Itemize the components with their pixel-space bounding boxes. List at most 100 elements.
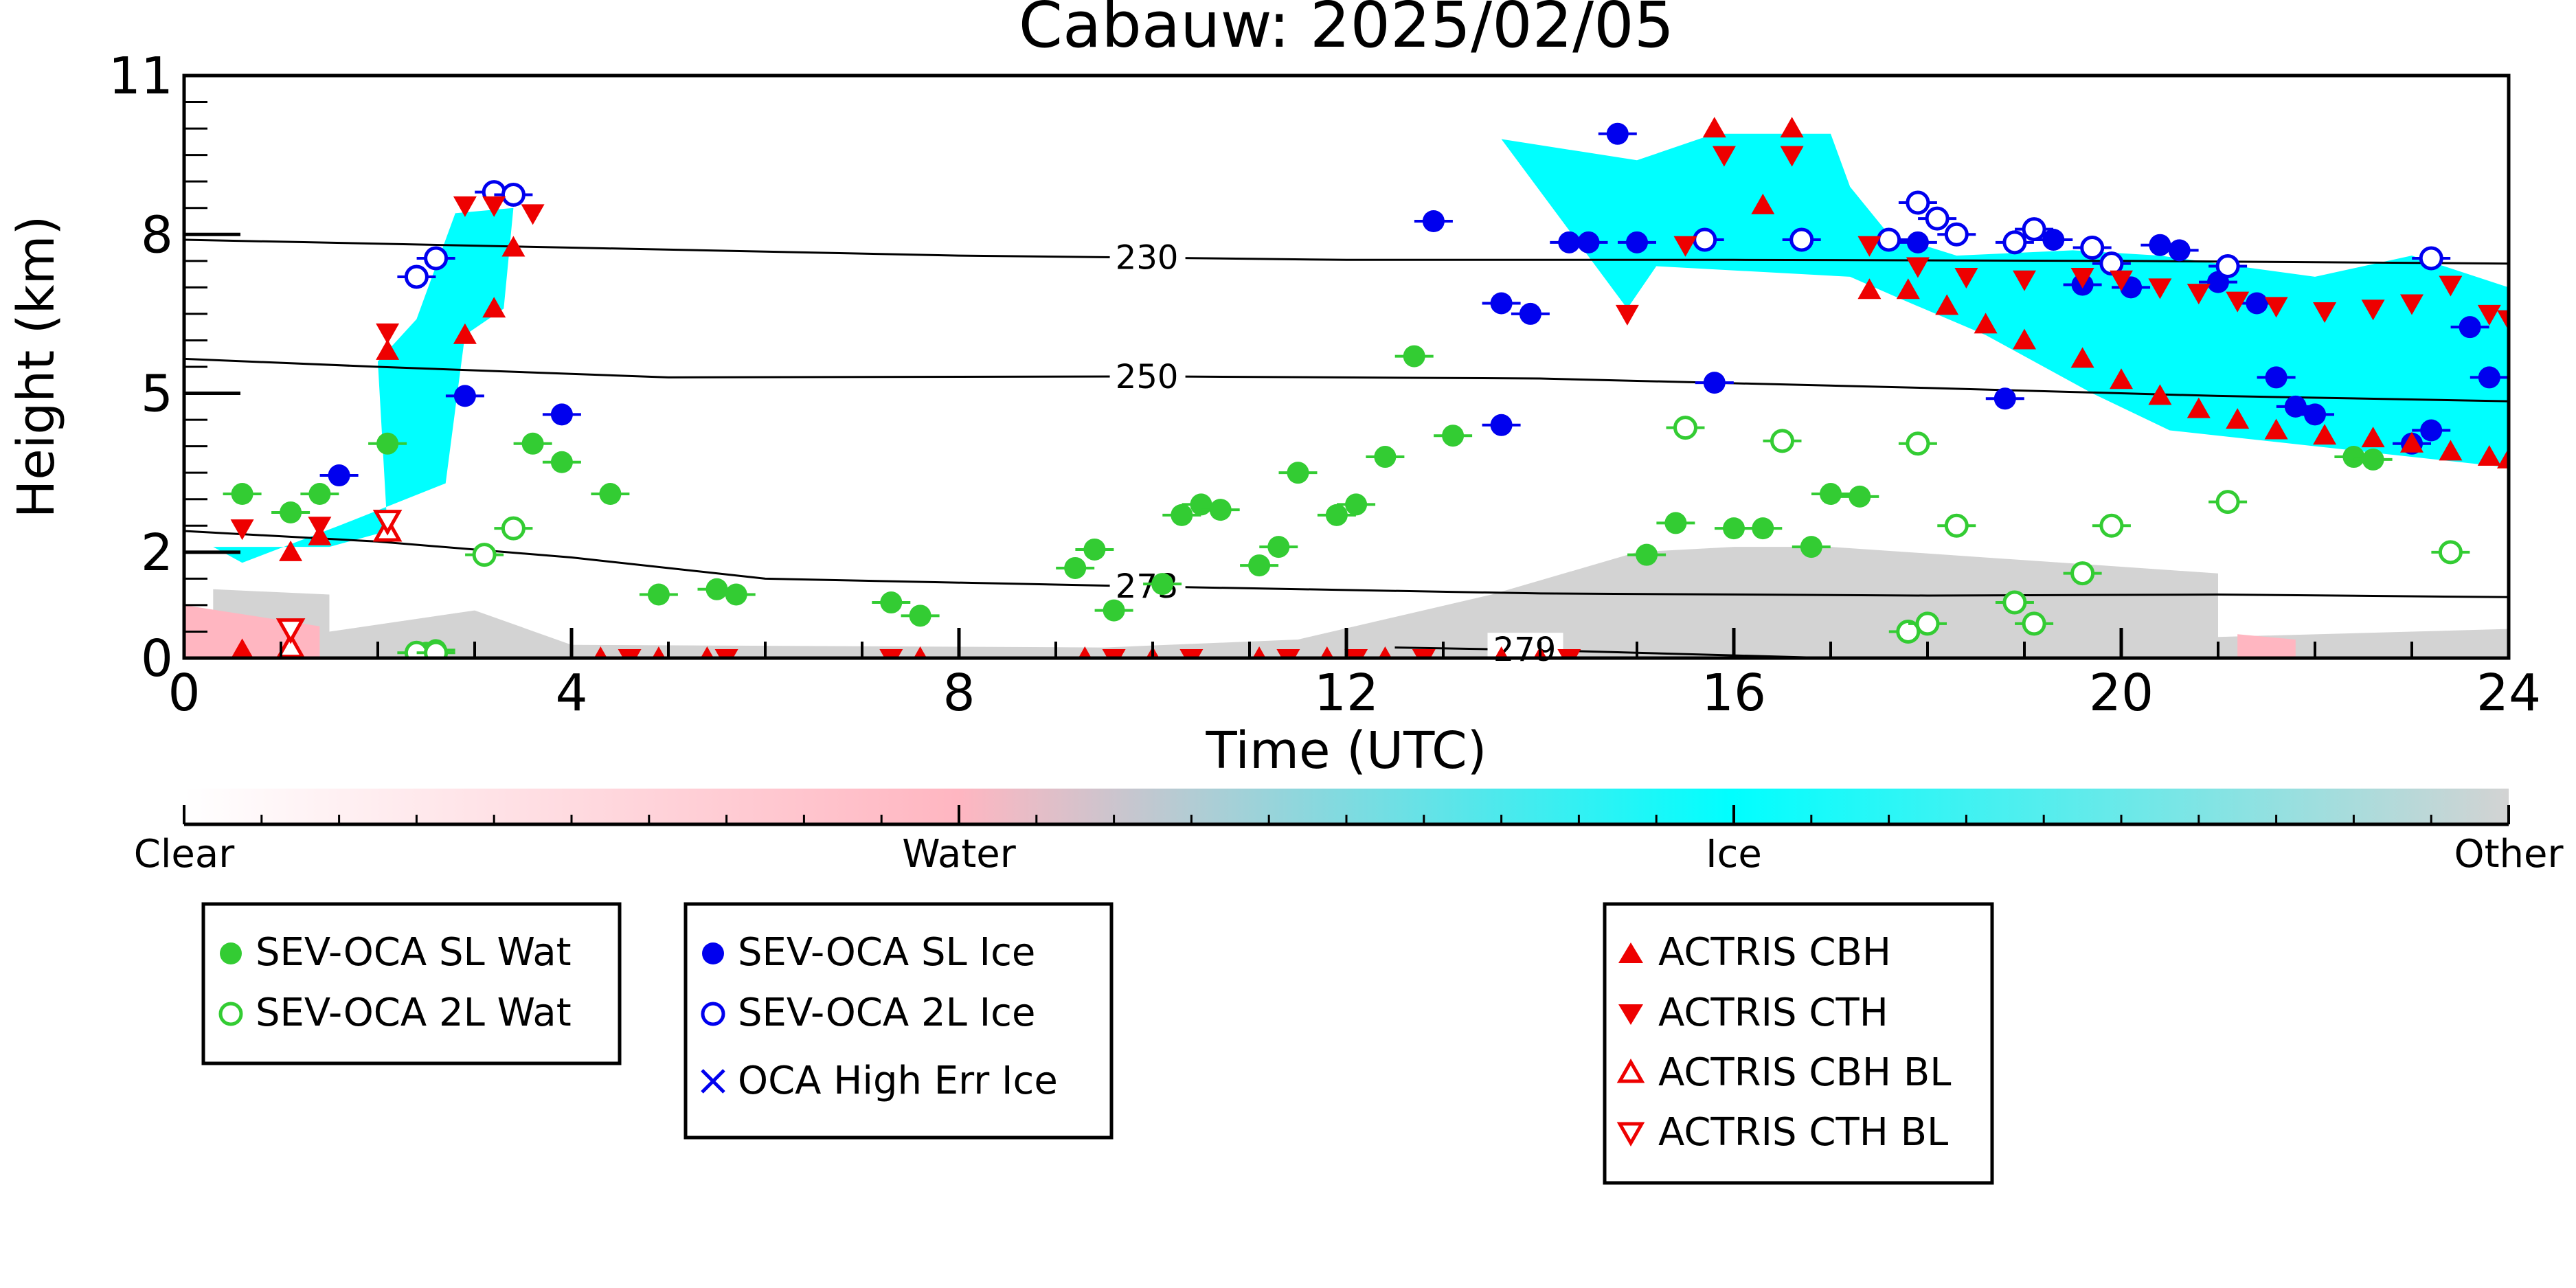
data-point xyxy=(2459,316,2481,339)
legend-label: SEV-OCA SL Ice xyxy=(738,930,1035,975)
data-point xyxy=(230,519,254,541)
data-point xyxy=(1693,227,1717,252)
data-point xyxy=(231,638,253,658)
legend-marker xyxy=(1616,1058,1645,1083)
data-point xyxy=(2477,445,2501,466)
data-point xyxy=(909,605,931,627)
data-point xyxy=(472,543,497,567)
data-point xyxy=(1190,493,1212,516)
data-point xyxy=(2400,294,2424,315)
data-point xyxy=(308,517,332,538)
data-point xyxy=(231,483,253,506)
data-point xyxy=(2477,304,2501,326)
data-point xyxy=(280,501,302,523)
data-point xyxy=(1078,646,1092,658)
data-point xyxy=(2420,419,2443,442)
data-point xyxy=(1494,646,1509,658)
data-point xyxy=(647,583,670,606)
data-point xyxy=(501,182,526,207)
x-tick-label: 12 xyxy=(1314,664,1379,723)
data-point xyxy=(1906,231,1929,253)
data-point xyxy=(2342,446,2365,468)
data-point xyxy=(275,618,306,644)
x-tick-label: 0 xyxy=(168,664,200,723)
data-point xyxy=(1820,483,1842,506)
data-point xyxy=(2215,490,2240,515)
data-point xyxy=(482,297,506,318)
data-point xyxy=(1896,619,1921,644)
data-point xyxy=(521,432,544,455)
data-point xyxy=(1925,206,1950,231)
data-point xyxy=(2168,239,2191,262)
data-point xyxy=(1993,387,2016,410)
data-point xyxy=(1422,210,1445,232)
data-point xyxy=(1752,517,1774,540)
legend-item-2l-ice: SEV-OCA 2L Ice xyxy=(701,991,1035,1035)
ice-region xyxy=(213,207,514,563)
legend-label: ACTRIS CBH xyxy=(1658,930,1891,975)
y-tick-label: 5 xyxy=(141,365,173,424)
data-point xyxy=(1320,646,1334,658)
legend-ice: SEV-OCA SL Ice SEV-OCA 2L Ice OCA High E… xyxy=(683,902,1114,1140)
legend-marker xyxy=(701,1069,725,1094)
data-point xyxy=(550,403,573,426)
data-point xyxy=(2478,366,2500,389)
data-point xyxy=(1703,372,1726,394)
data-point xyxy=(1906,257,1930,278)
data-point xyxy=(1751,193,1775,214)
legend-label: ACTRIS CTH xyxy=(1658,991,1888,1035)
data-point xyxy=(308,483,331,506)
legend-label: ACTRIS CBH BL xyxy=(1658,1050,1951,1095)
data-point xyxy=(550,451,573,473)
data-point xyxy=(1374,446,1397,468)
legend-marker xyxy=(1616,1122,1645,1147)
data-point xyxy=(2265,366,2287,389)
data-point xyxy=(1171,504,1193,526)
data-point xyxy=(1248,554,1271,577)
data-point xyxy=(1857,278,1882,300)
legend-marker xyxy=(701,1002,725,1026)
data-point xyxy=(1954,267,1978,289)
contour-label-bg xyxy=(1109,240,1186,274)
data-point xyxy=(1606,122,1629,145)
data-point xyxy=(705,578,728,600)
data-point xyxy=(2439,440,2463,461)
colorbar: Clear Water Ice Other xyxy=(134,789,2564,877)
data-point xyxy=(1403,345,1425,368)
data-point xyxy=(618,649,642,658)
data-point xyxy=(1345,493,1368,516)
data-point xyxy=(2080,236,2105,260)
data-point xyxy=(424,246,449,271)
series-1 xyxy=(397,416,2470,658)
data-point xyxy=(1490,414,1513,436)
data-point xyxy=(1944,222,1969,247)
data-point xyxy=(328,464,350,487)
series-0 xyxy=(223,345,2393,658)
data-point xyxy=(2022,611,2046,636)
data-point xyxy=(453,196,477,217)
x-tick-label: 20 xyxy=(2089,664,2154,723)
data-point xyxy=(913,646,927,658)
contour-label-bg xyxy=(1109,359,1186,393)
data-point xyxy=(1151,573,1174,596)
data-point xyxy=(1780,117,1804,138)
data-point xyxy=(1519,302,1541,325)
data-point xyxy=(725,583,747,606)
data-point xyxy=(2110,368,2133,389)
data-point xyxy=(2439,275,2463,297)
legend-item-2l-wat: SEV-OCA 2L Wat xyxy=(218,991,572,1035)
data-point xyxy=(1558,231,1581,253)
legend-label: ACTRIS CTH BL xyxy=(1658,1110,1948,1155)
data-point xyxy=(2419,246,2443,271)
data-point xyxy=(1103,599,1125,622)
data-point xyxy=(1636,543,1658,566)
series-5 xyxy=(231,117,2509,658)
data-point xyxy=(1712,146,1736,167)
data-point xyxy=(1179,649,1204,658)
series-3 xyxy=(397,180,2451,289)
data-point xyxy=(2438,540,2463,565)
data-point xyxy=(1915,611,1940,636)
data-point xyxy=(599,483,622,506)
data-point xyxy=(1378,646,1392,658)
data-point xyxy=(2013,328,2036,350)
